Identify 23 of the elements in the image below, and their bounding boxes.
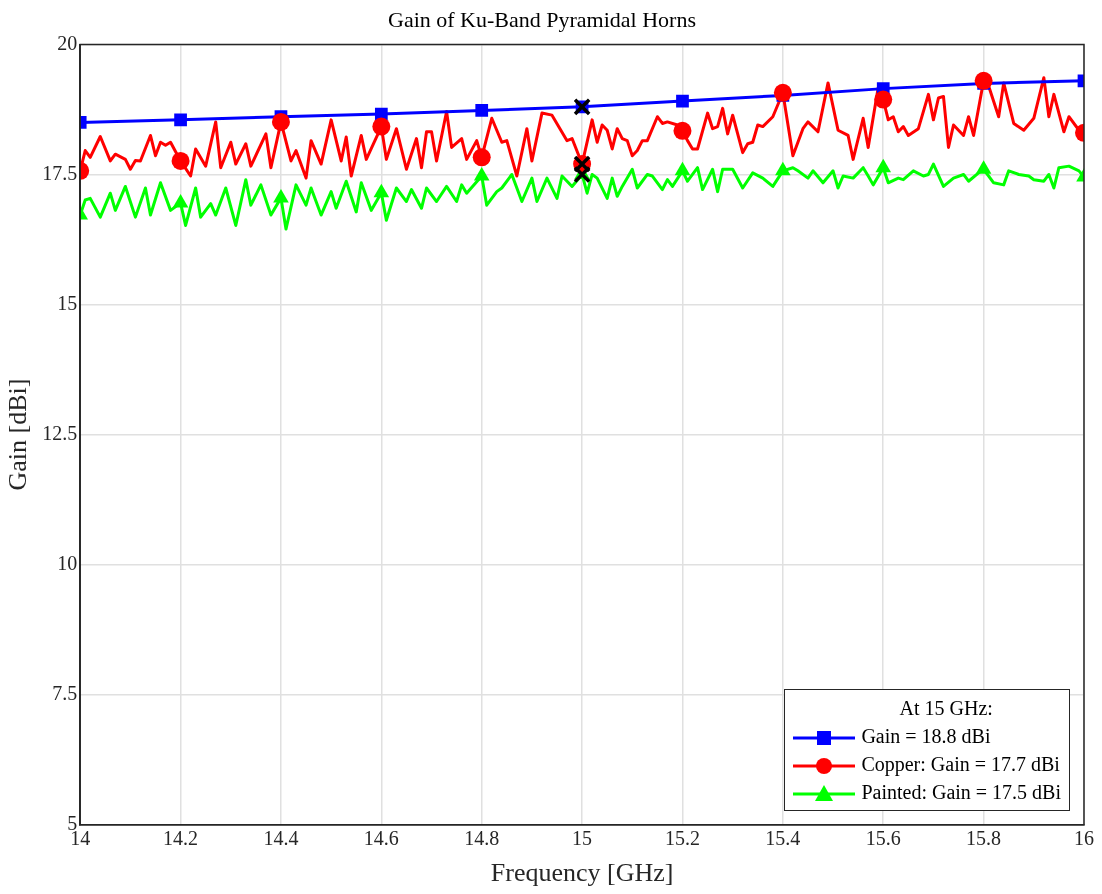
x-tick-label: 14.4	[263, 827, 299, 850]
x-tick-label: 15.8	[966, 827, 1002, 850]
x-tick-label: 16	[1074, 827, 1094, 850]
x-tick-label: 15.4	[765, 827, 801, 850]
x-tick-label: 14.6	[363, 827, 399, 850]
y-tick-label: 7.5	[52, 681, 78, 704]
x-tick-label: 15.2	[664, 827, 700, 850]
legend-label: Copper: Gain = 17.7 dBi	[861, 752, 1060, 775]
x-tick-label: 15	[572, 827, 593, 850]
chart-title: Gain of Ku-Band Pyramidal Horns	[388, 6, 696, 32]
legend-label: Gain = 18.8 dBi	[861, 724, 991, 747]
y-tick-label: 17.5	[42, 161, 78, 184]
y-tick-label: 10	[57, 551, 78, 574]
y-tick-label: 20	[57, 31, 78, 54]
x-tick-label: 15.6	[865, 827, 901, 850]
x-tick-label: 14.2	[163, 827, 199, 850]
x-axis-title: Frequency [GHz]	[490, 858, 674, 888]
legend-label: Painted: Gain = 17.5 dBi	[861, 780, 1061, 803]
y-tick-label: 15	[57, 291, 78, 314]
legend-title: At 15 GHz:	[898, 695, 994, 721]
y-tick-label: 12.5	[42, 421, 78, 444]
x-tick-label: 14.8	[464, 827, 500, 850]
y-axis-title: Gain [dBi]	[3, 378, 33, 491]
